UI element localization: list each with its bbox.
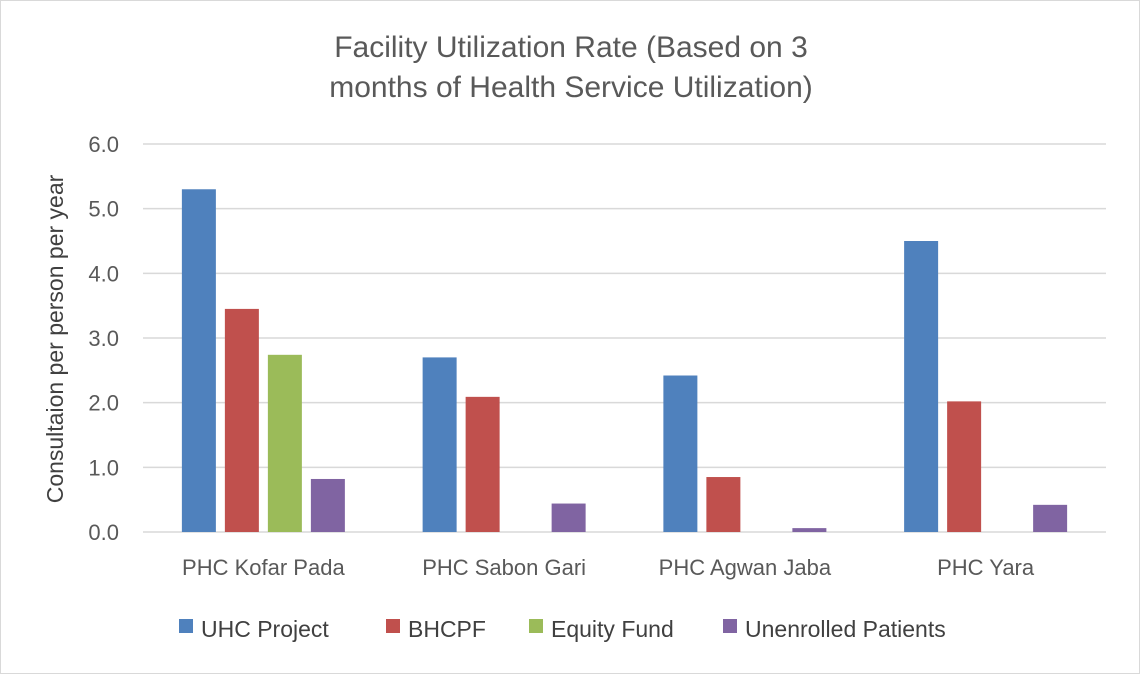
chart-title: Facility Utilization Rate (Based on 3 mo… [329, 31, 813, 104]
x-category-label: PHC Sabon Gari [422, 555, 586, 580]
bar-bhcpf-1 [465, 396, 500, 532]
y-axis-title: Consultaion per person per year [42, 174, 68, 503]
legend: UHC Project BHCPF Equity Fund Unenrolled Pa… [179, 616, 946, 642]
legend-label: Unenrolled Patients [745, 616, 946, 642]
chart-title-line-2: months of Health Service Utilization) [329, 71, 813, 104]
bar-uhc-project-3 [904, 241, 939, 532]
bar-uhc-project-0 [181, 189, 216, 532]
y-tick-label: 2.0 [88, 391, 119, 416]
x-category-label: PHC Kofar Pada [182, 555, 345, 580]
legend-swatch [723, 619, 737, 633]
y-tick-label: 4.0 [88, 261, 119, 286]
chart-title-line-1: Facility Utilization Rate (Based on 3 [334, 31, 808, 64]
bar-uhc-project-2 [663, 375, 698, 532]
bar-unenrolled-patients-0 [310, 478, 345, 532]
bar-bhcpf-3 [947, 401, 982, 532]
legend-label: BHCPF [408, 616, 486, 642]
y-tick-label: 3.0 [88, 326, 119, 351]
bar-unenrolled-patients-3 [1033, 504, 1068, 532]
bar-equity-fund-0 [267, 354, 302, 532]
legend-label: Equity Fund [551, 616, 674, 642]
bar-unenrolled-patients-2 [792, 528, 827, 532]
legend-swatch [179, 619, 193, 633]
bar-uhc-project-1 [422, 357, 457, 532]
x-category-label: PHC Yara [937, 555, 1035, 580]
legend-swatch [529, 619, 543, 633]
legend-swatch [386, 619, 400, 633]
legend-label: UHC Project [201, 616, 329, 642]
gridlines [143, 143, 1106, 533]
x-category-label: PHC Agwan Jaba [659, 555, 832, 580]
bars [181, 189, 1068, 532]
x-axis-labels: PHC Kofar Pada PHC Sabon Gari PHC Agwan Ja… [182, 555, 1035, 580]
bar-bhcpf-0 [224, 308, 259, 532]
bar-unenrolled-patients-1 [551, 503, 586, 532]
bar-bhcpf-2 [706, 477, 741, 532]
y-tick-label: 0.0 [88, 520, 119, 545]
y-axis-ticks: 0.0 1.0 2.0 3.0 4.0 5.0 6.0 [88, 132, 119, 545]
y-tick-label: 5.0 [88, 197, 119, 222]
y-tick-label: 1.0 [88, 455, 119, 480]
y-tick-label: 6.0 [88, 132, 119, 157]
